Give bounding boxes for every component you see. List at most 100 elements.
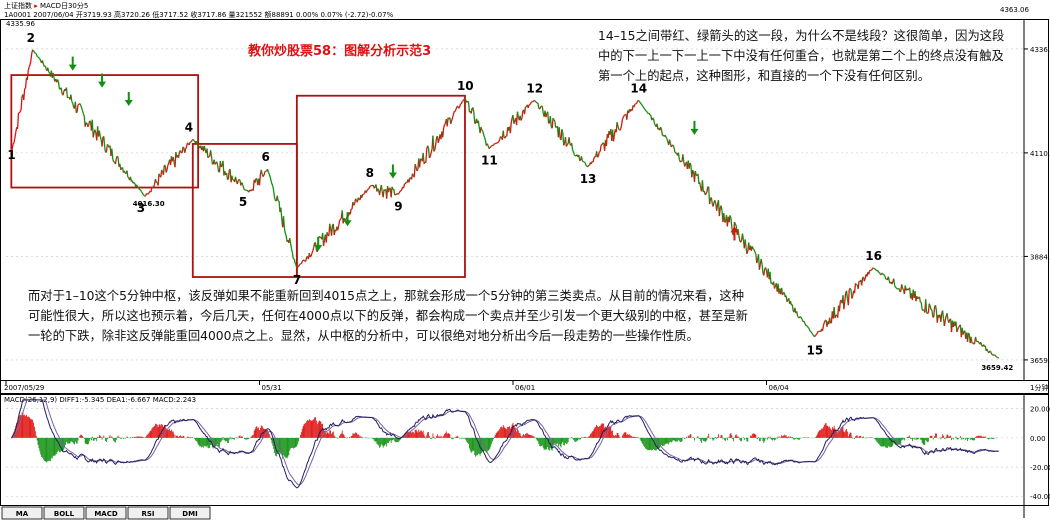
- macd-bar: [474, 437, 476, 456]
- macd-bar: [591, 431, 593, 438]
- macd-bar: [820, 429, 822, 438]
- macd-bar: [42, 437, 43, 458]
- macd-bar: [238, 436, 240, 438]
- macd-bar: [908, 436, 910, 438]
- macd-bar: [590, 433, 592, 438]
- macd-bar: [916, 437, 918, 440]
- instrument-name[interactable]: 上证指数: [4, 1, 34, 10]
- price-segment: [553, 119, 556, 122]
- tab-dmi[interactable]: DMI: [169, 506, 211, 520]
- price-segment: [638, 101, 641, 104]
- price-segment: [305, 256, 308, 262]
- price-segment: [619, 128, 622, 131]
- menu-arrow-icon[interactable]: ▸: [34, 2, 40, 10]
- price-segment: [786, 299, 789, 303]
- price-segment: [56, 79, 60, 83]
- macd-bar: [406, 432, 408, 438]
- pivot-label-3: 3: [137, 201, 145, 215]
- macd-bar: [520, 435, 522, 438]
- macd-bar: [982, 436, 984, 438]
- svg-text:MA: MA: [16, 510, 29, 518]
- price-segment: [845, 290, 849, 299]
- macd-bar: [860, 435, 862, 438]
- macd-bar: [282, 437, 284, 459]
- macd-bar: [889, 437, 891, 448]
- macd-bar: [920, 437, 922, 441]
- macd-bar: [579, 437, 581, 440]
- macd-bar: [13, 431, 15, 438]
- macd-bar: [785, 435, 787, 438]
- pivot-label-8: 8: [366, 166, 374, 180]
- macd-bar: [423, 434, 425, 438]
- macd-bar: [531, 435, 533, 438]
- macd-bar: [993, 437, 995, 439]
- macd-bar: [461, 437, 463, 439]
- price-segment: [527, 104, 530, 109]
- price-segment: [219, 160, 222, 168]
- macd-bar: [84, 437, 86, 444]
- macd-bar: [310, 420, 312, 438]
- macd-bar: [742, 437, 744, 438]
- tab-boll[interactable]: BOLL: [43, 506, 85, 520]
- macd-bar: [163, 426, 164, 438]
- tab-ma[interactable]: MA: [1, 506, 43, 520]
- price-segment: [282, 216, 286, 229]
- macd-bar: [452, 437, 453, 440]
- tab-rsi[interactable]: RSI: [127, 506, 169, 520]
- price-segment: [71, 101, 74, 104]
- macd-bar: [436, 436, 437, 438]
- macd-bar: [950, 435, 952, 438]
- price-segment: [633, 104, 636, 108]
- macd-y-tick-label: 0.00: [1030, 435, 1046, 443]
- macd-bar: [48, 437, 50, 462]
- price-segment: [32, 49, 35, 52]
- macd-bar: [381, 437, 383, 446]
- macd-bar: [767, 436, 769, 438]
- macd-bar: [583, 437, 585, 438]
- macd-bar: [145, 437, 147, 438]
- tab-macd[interactable]: MACD: [85, 506, 127, 520]
- macd-bar: [533, 436, 534, 438]
- macd-bar: [471, 437, 473, 452]
- instrument-header[interactable]: 上证指数 ▸ MACD日30分5: [4, 1, 88, 10]
- macd-bar: [373, 437, 375, 441]
- macd-bar: [412, 431, 413, 438]
- price-segment: [268, 173, 271, 178]
- price-segment: [23, 88, 26, 101]
- macd-bar: [22, 411, 24, 438]
- macd-bar: [247, 437, 249, 440]
- macd-bar: [25, 416, 26, 438]
- price-segment: [161, 169, 164, 173]
- macd-bar: [729, 434, 731, 438]
- macd-bar: [970, 437, 972, 439]
- macd-bar: [432, 433, 434, 438]
- macd-bar: [159, 424, 161, 438]
- macd-bar: [411, 432, 413, 438]
- price-segment: [244, 189, 247, 192]
- price-segment: [373, 186, 376, 189]
- price-segment: [411, 173, 414, 176]
- price-segment: [272, 185, 275, 192]
- price-segment: [812, 334, 815, 336]
- macd-bar: [273, 437, 275, 450]
- price-segment: [273, 191, 276, 199]
- macd-bar: [166, 430, 168, 438]
- price-segment: [549, 116, 552, 127]
- macd-bar: [146, 435, 147, 438]
- price-segment: [666, 138, 669, 142]
- price-segment: [231, 175, 234, 181]
- macd-bar: [415, 429, 417, 438]
- macd-bar: [92, 437, 94, 441]
- pivot-label-10: 10: [457, 79, 474, 93]
- macd-bar: [977, 435, 979, 438]
- price-segment: [530, 101, 533, 104]
- price-segment: [13, 138, 16, 143]
- price-segment: [622, 115, 625, 118]
- macd-bar: [324, 430, 325, 438]
- price-segment: [120, 168, 123, 171]
- macd-bar: [944, 437, 946, 439]
- macd-bar: [234, 437, 236, 440]
- macd-bar: [643, 437, 645, 446]
- macd-bar: [426, 435, 428, 438]
- price-segment: [697, 173, 700, 184]
